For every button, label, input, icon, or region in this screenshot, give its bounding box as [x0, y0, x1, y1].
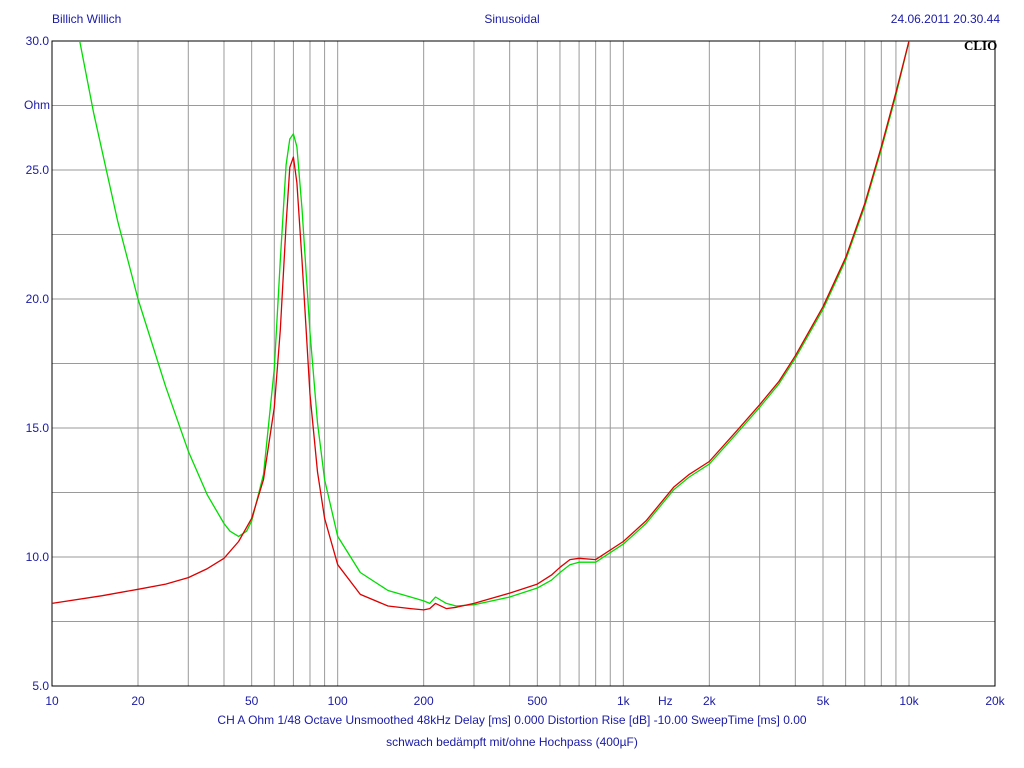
- y-tick-label: 5.0: [32, 679, 49, 693]
- grid: [52, 41, 995, 686]
- x-tick-label: 20: [131, 694, 145, 708]
- y-axis-label: Ohm: [24, 98, 50, 112]
- plot-frame: [51, 40, 996, 687]
- x-tick-label: 200: [414, 694, 434, 708]
- x-tick-label: 10k: [899, 694, 919, 708]
- y-tick-label: 15.0: [26, 421, 50, 435]
- header-left-title: Billich Willich: [52, 12, 122, 26]
- header-mode: Sinusoidal: [484, 12, 540, 26]
- x-tick-label: 20k: [985, 694, 1005, 708]
- y-tick-label: 20.0: [26, 292, 50, 306]
- chart-caption: schwach bedämpft mit/ohne Hochpass (400µ…: [386, 735, 638, 749]
- x-axis-label: Hz: [658, 694, 673, 708]
- series-line-red: [51, 40, 910, 611]
- measurement-settings: CH A Ohm 1/48 Octave Unsmoothed 48kHz De…: [217, 713, 807, 727]
- series-layer: [51, 40, 910, 611]
- x-tick-label: 10: [45, 694, 59, 708]
- y-tick-label: 10.0: [26, 550, 50, 564]
- y-tick-label: 30.0: [26, 34, 50, 48]
- series-line-green: [79, 40, 910, 607]
- x-tick-label: 50: [245, 694, 259, 708]
- clio-logo: CLIO: [964, 38, 997, 53]
- x-tick-label: 5k: [817, 694, 831, 708]
- y-tick-label: 25.0: [26, 163, 50, 177]
- x-tick-label: 2k: [703, 694, 717, 708]
- x-tick-label: 100: [328, 694, 348, 708]
- tick-labels: 10 20 50 100 200 500 1k 2k 5k 10k 20k 30.0 25.0 20.0 1…: [26, 34, 1006, 708]
- header-timestamp: 24.06.2011 20.30.44: [890, 12, 1000, 26]
- x-tick-label: 500: [527, 694, 547, 708]
- x-tick-label: 1k: [617, 694, 631, 708]
